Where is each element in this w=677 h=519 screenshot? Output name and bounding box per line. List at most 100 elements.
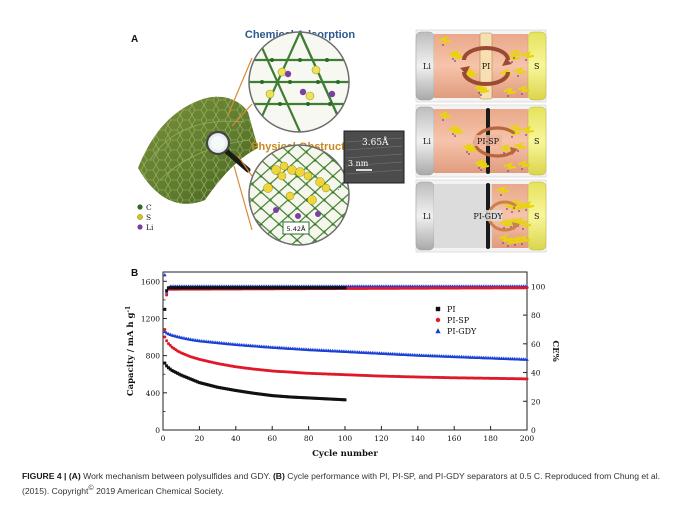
polysulfide-icon [521, 201, 535, 209]
data-point [325, 397, 329, 401]
data-point [227, 286, 231, 290]
data-point [279, 286, 283, 290]
gdy-sheet [138, 96, 258, 204]
data-point [219, 386, 223, 390]
polysulfide-icon [517, 235, 531, 243]
y-axis-label-superscript: -1 [125, 306, 132, 313]
polysulfide-icon [510, 236, 524, 244]
data-point [207, 286, 210, 290]
data-point [165, 289, 169, 293]
data-point [285, 395, 289, 399]
sulfur-cathode [527, 106, 547, 176]
data-point [168, 286, 172, 290]
legend-marker [435, 328, 441, 334]
data-point [254, 286, 258, 290]
magnifier-icon [205, 130, 251, 173]
data-point [236, 389, 240, 393]
lithium-dot-icon [480, 94, 482, 96]
data-point [336, 286, 340, 290]
chart-marks [163, 272, 529, 402]
lithium-dot-icon [503, 152, 505, 154]
data-point [245, 390, 249, 394]
data-point [234, 389, 238, 392]
data-point [237, 389, 241, 393]
polysulfide-icon [462, 143, 476, 151]
lithium-dot-icon [521, 168, 523, 170]
data-point [166, 366, 170, 370]
data-point [338, 286, 342, 290]
data-point [225, 387, 229, 391]
data-point [163, 361, 167, 365]
data-point [281, 394, 285, 398]
data-point [330, 397, 334, 401]
polysulfide-icon [513, 217, 527, 225]
data-point [241, 286, 245, 290]
lithium-dot-icon [466, 151, 468, 153]
lithium-dot-icon [517, 150, 519, 152]
series-pi-gdy [163, 329, 529, 361]
data-point [254, 392, 258, 396]
carbon-atom-icon [137, 204, 143, 210]
lithium-dot-icon [503, 227, 505, 229]
caption-b-label: (B) [272, 471, 285, 481]
lithium-dot-icon [478, 92, 480, 94]
data-point [225, 286, 229, 290]
data-point [190, 286, 194, 290]
data-point [327, 397, 331, 401]
caption-copyright-mark: © [88, 484, 94, 492]
polysulfide-icon [509, 49, 523, 57]
data-point [163, 272, 167, 277]
atom-legend: C S Li [137, 203, 154, 232]
cell-separator-label: PI-GDY [473, 212, 503, 221]
data-point [163, 329, 167, 333]
data-point [259, 286, 263, 290]
data-point [179, 286, 183, 290]
data-point [257, 286, 261, 290]
data-point [319, 397, 323, 401]
y-tick-label: 400 [146, 389, 161, 398]
data-point [223, 286, 227, 290]
polysulfide-icon [513, 67, 527, 75]
data-point [203, 286, 207, 290]
data-point [283, 395, 287, 399]
data-point [268, 393, 272, 397]
caption-b-text: Cycle performance with PI, PI-SP, and PI… [22, 471, 660, 496]
polysulfide-icon [498, 234, 512, 242]
data-point [277, 394, 281, 398]
lithium-dot-icon [511, 61, 513, 63]
lithium-dot-icon [525, 59, 527, 61]
shuttle-arrow-icon [462, 46, 510, 61]
data-point [330, 286, 334, 290]
data-point [265, 286, 269, 290]
lithium-dot-icon [507, 170, 509, 172]
data-point [172, 369, 176, 373]
data-point [323, 397, 327, 401]
data-point [236, 286, 240, 290]
data-point [221, 286, 225, 290]
polysulfide-icon [517, 160, 531, 168]
axes: 0 20 40 60 80 100 120 140 160 180 2000400800120016… [141, 277, 546, 443]
shuttle-arrow-icon [462, 71, 510, 86]
polysulfide-icon [509, 199, 523, 207]
data-point [267, 286, 271, 290]
lithium-dot-icon [478, 167, 480, 169]
data-point [318, 396, 322, 400]
data-point [525, 377, 529, 381]
data-point [165, 293, 169, 297]
data-point [174, 286, 178, 290]
panel-a: A C S Li Chemical Adsorp [131, 29, 547, 253]
data-point [247, 286, 251, 290]
data-point [332, 397, 336, 401]
cell-1: Li PI S [415, 29, 547, 103]
data-point [163, 327, 167, 331]
polysulfide-icon [521, 126, 535, 134]
figure-caption: FIGURE 4 | (A) Work mechanism between po… [22, 470, 662, 497]
data-point [234, 286, 238, 290]
data-point [299, 396, 303, 400]
data-point [267, 393, 271, 397]
y2-tick-label: 40 [531, 369, 541, 378]
cell-anode-label: Li [423, 62, 431, 71]
lithium-dot-icon [507, 95, 509, 97]
data-point [196, 380, 200, 384]
data-point [247, 390, 251, 394]
